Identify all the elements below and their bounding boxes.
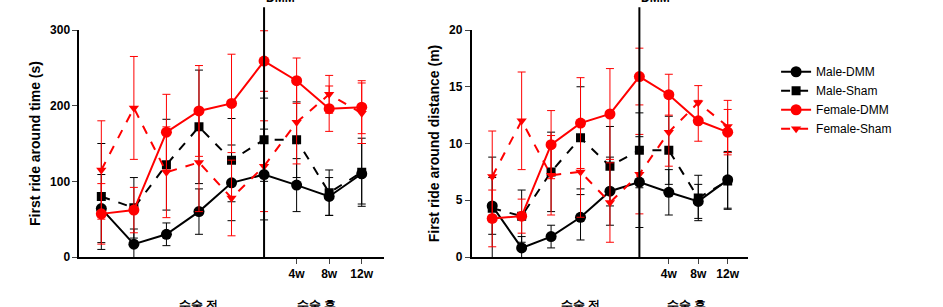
- svg-text:10: 10: [449, 137, 463, 151]
- svg-text:300: 300: [50, 23, 70, 37]
- svg-text:Female-DMM: Female-DMM: [816, 103, 889, 117]
- svg-text:8w: 8w: [321, 267, 338, 281]
- svg-text:100: 100: [50, 175, 70, 189]
- svg-text:20: 20: [449, 23, 463, 37]
- svg-text:4w: 4w: [289, 267, 306, 281]
- svg-text:First ride around time (s): First ride around time (s): [27, 61, 43, 226]
- svg-text:0: 0: [63, 250, 70, 264]
- svg-text:수술 후: 수술 후: [297, 298, 336, 307]
- svg-text:12w: 12w: [716, 267, 739, 281]
- svg-text:12w: 12w: [350, 267, 373, 281]
- svg-text:5: 5: [456, 193, 463, 207]
- svg-text:수술 전: 수술 전: [561, 298, 600, 307]
- svg-text:Female-Sham: Female-Sham: [816, 122, 891, 136]
- svg-text:DMM: DMM: [266, 0, 295, 5]
- svg-text:15: 15: [449, 80, 463, 94]
- svg-text:수술 전: 수술 전: [179, 298, 218, 307]
- svg-text:4w: 4w: [661, 267, 678, 281]
- svg-text:수술 후: 수술 후: [667, 298, 706, 307]
- svg-text:DMM: DMM: [641, 0, 670, 5]
- svg-text:Male-DMM: Male-DMM: [816, 65, 875, 79]
- svg-text:Male-Sham: Male-Sham: [816, 84, 877, 98]
- svg-text:200: 200: [50, 99, 70, 113]
- svg-text:8w: 8w: [690, 267, 707, 281]
- svg-text:0: 0: [456, 250, 463, 264]
- svg-text:First ride around distance (m): First ride around distance (m): [426, 45, 442, 243]
